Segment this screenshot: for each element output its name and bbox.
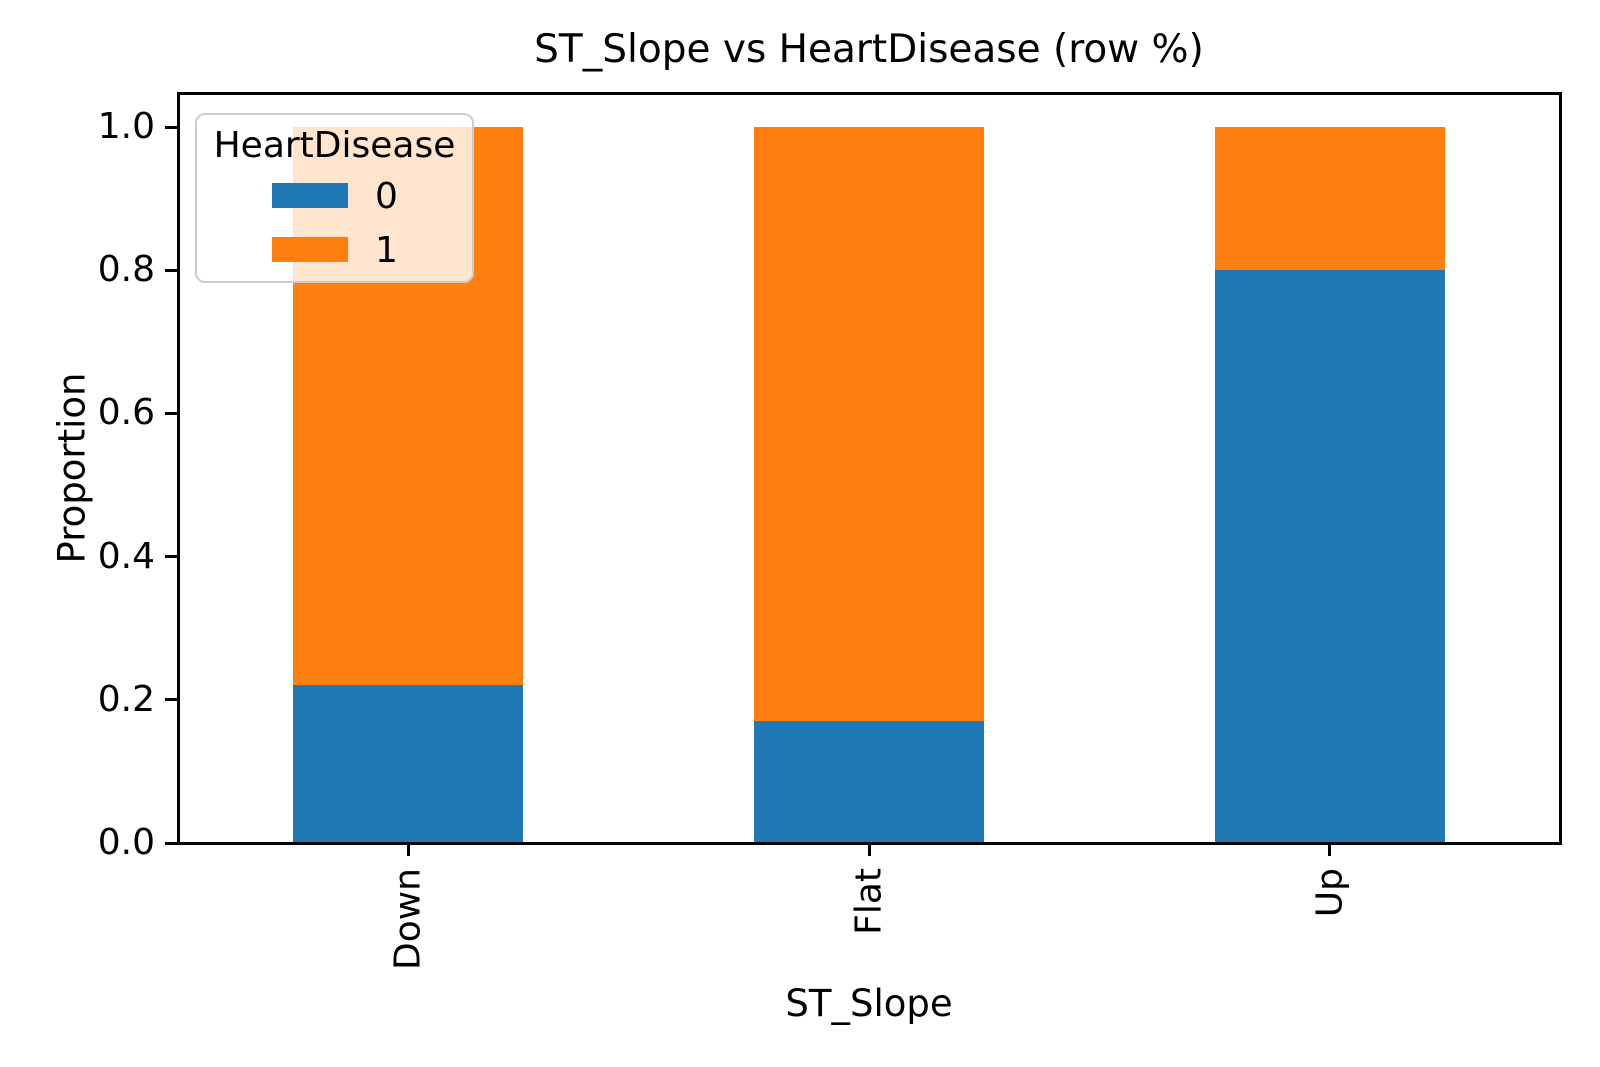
y-tick-label: 0.8 <box>97 249 155 291</box>
x-tick-mark <box>1328 843 1332 856</box>
chart-title: ST_Slope vs HeartDisease (row %) <box>534 27 1204 72</box>
legend: HeartDisease 0 1 <box>195 113 474 283</box>
x-tick-label: Flat <box>848 868 890 935</box>
y-tick-label: 0.4 <box>97 535 155 577</box>
y-tick-mark <box>165 125 178 129</box>
y-tick-label: 0.2 <box>97 678 155 720</box>
y-tick-mark <box>165 411 178 415</box>
y-tick-label: 0.6 <box>97 392 155 434</box>
bar-segment <box>753 721 985 843</box>
x-tick-mark <box>867 843 871 856</box>
bar-segment <box>1214 127 1445 271</box>
x-tick-label: Down <box>387 868 429 971</box>
x-tick-label: Up <box>1309 868 1351 918</box>
y-tick-mark <box>165 841 178 845</box>
legend-entry-label: 1 <box>375 230 398 271</box>
bar-segment <box>753 127 985 722</box>
bar-segment <box>293 685 524 843</box>
y-tick-label: 1.0 <box>97 106 155 147</box>
y-tick-label: 0.0 <box>97 822 155 863</box>
legend-row: 0 <box>197 170 472 224</box>
y-tick-mark <box>165 268 178 272</box>
legend-title: HeartDisease <box>213 125 456 166</box>
x-axis-label: ST_Slope <box>785 982 953 1025</box>
x-tick-mark <box>406 843 410 856</box>
y-tick-mark <box>165 555 178 559</box>
y-tick-mark <box>165 698 178 702</box>
legend-entry-label: 0 <box>375 176 398 217</box>
legend-swatch <box>272 237 348 262</box>
bar-segment <box>1214 270 1445 843</box>
legend-row: 1 <box>197 224 472 278</box>
legend-swatch <box>272 183 348 208</box>
